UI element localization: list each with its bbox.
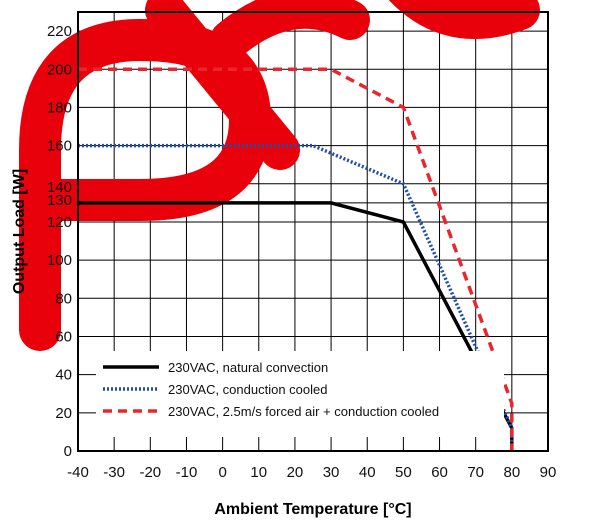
y-tick-label: 220 bbox=[47, 23, 72, 40]
x-tick-label: -20 bbox=[139, 464, 161, 481]
x-tick-label: -30 bbox=[103, 464, 125, 481]
legend-label-3: 230VAC, 2.5m/s forced air + conduction c… bbox=[168, 404, 439, 419]
y-tick-label: 100 bbox=[47, 252, 72, 269]
legend-box bbox=[96, 351, 504, 437]
series-layer bbox=[78, 67, 514, 451]
y-tick-label: 130 bbox=[47, 192, 72, 209]
y-tick-label: 40 bbox=[55, 367, 72, 384]
x-tick-label: 0 bbox=[218, 464, 226, 481]
y-tick-label: 180 bbox=[47, 99, 72, 116]
x-tick-label: 20 bbox=[287, 464, 304, 481]
legend-label-2: 230VAC, conduction cooled bbox=[168, 382, 327, 397]
y-tick-label: 120 bbox=[47, 214, 72, 231]
x-tick-label: 90 bbox=[540, 464, 557, 481]
x-tick-label: 70 bbox=[467, 464, 484, 481]
y-tick-label: 200 bbox=[47, 61, 72, 78]
x-tick-label: 30 bbox=[323, 464, 340, 481]
plot-frame bbox=[77, 11, 549, 452]
y-axis-title: Output Load [W] bbox=[11, 169, 28, 294]
x-tick-label: 80 bbox=[504, 464, 521, 481]
y-tick-label: 20 bbox=[55, 405, 72, 422]
x-tick-label: 60 bbox=[431, 464, 448, 481]
legend-label-1: 230VAC, natural convection bbox=[168, 360, 328, 375]
series-line-3 bbox=[78, 67, 514, 451]
x-tick-label: 40 bbox=[359, 464, 376, 481]
x-axis-title: Ambient Temperature [°C] bbox=[214, 501, 411, 518]
y-tick-label: 140 bbox=[47, 179, 72, 196]
watermark-shape-e bbox=[388, 0, 540, 39]
watermark bbox=[19, 0, 540, 351]
x-axis-ticks: -40 -30 -20 -10 0 10 20 30 40 50 60 70 80 90 bbox=[67, 464, 556, 481]
y-tick-label: 0 bbox=[64, 443, 72, 460]
legend: 230VAC, natural convection 230VAC, conduc… bbox=[96, 351, 504, 437]
y-tick-label: 80 bbox=[55, 290, 72, 307]
x-tick-label: -40 bbox=[67, 464, 89, 481]
x-tick-label: 50 bbox=[395, 464, 412, 481]
x-tick-label: 10 bbox=[250, 464, 267, 481]
x-tick-label: -10 bbox=[176, 464, 198, 481]
y-tick-label: 160 bbox=[47, 138, 72, 155]
y-tick-label: 60 bbox=[55, 328, 72, 345]
watermark-shape-r bbox=[145, 0, 370, 170]
